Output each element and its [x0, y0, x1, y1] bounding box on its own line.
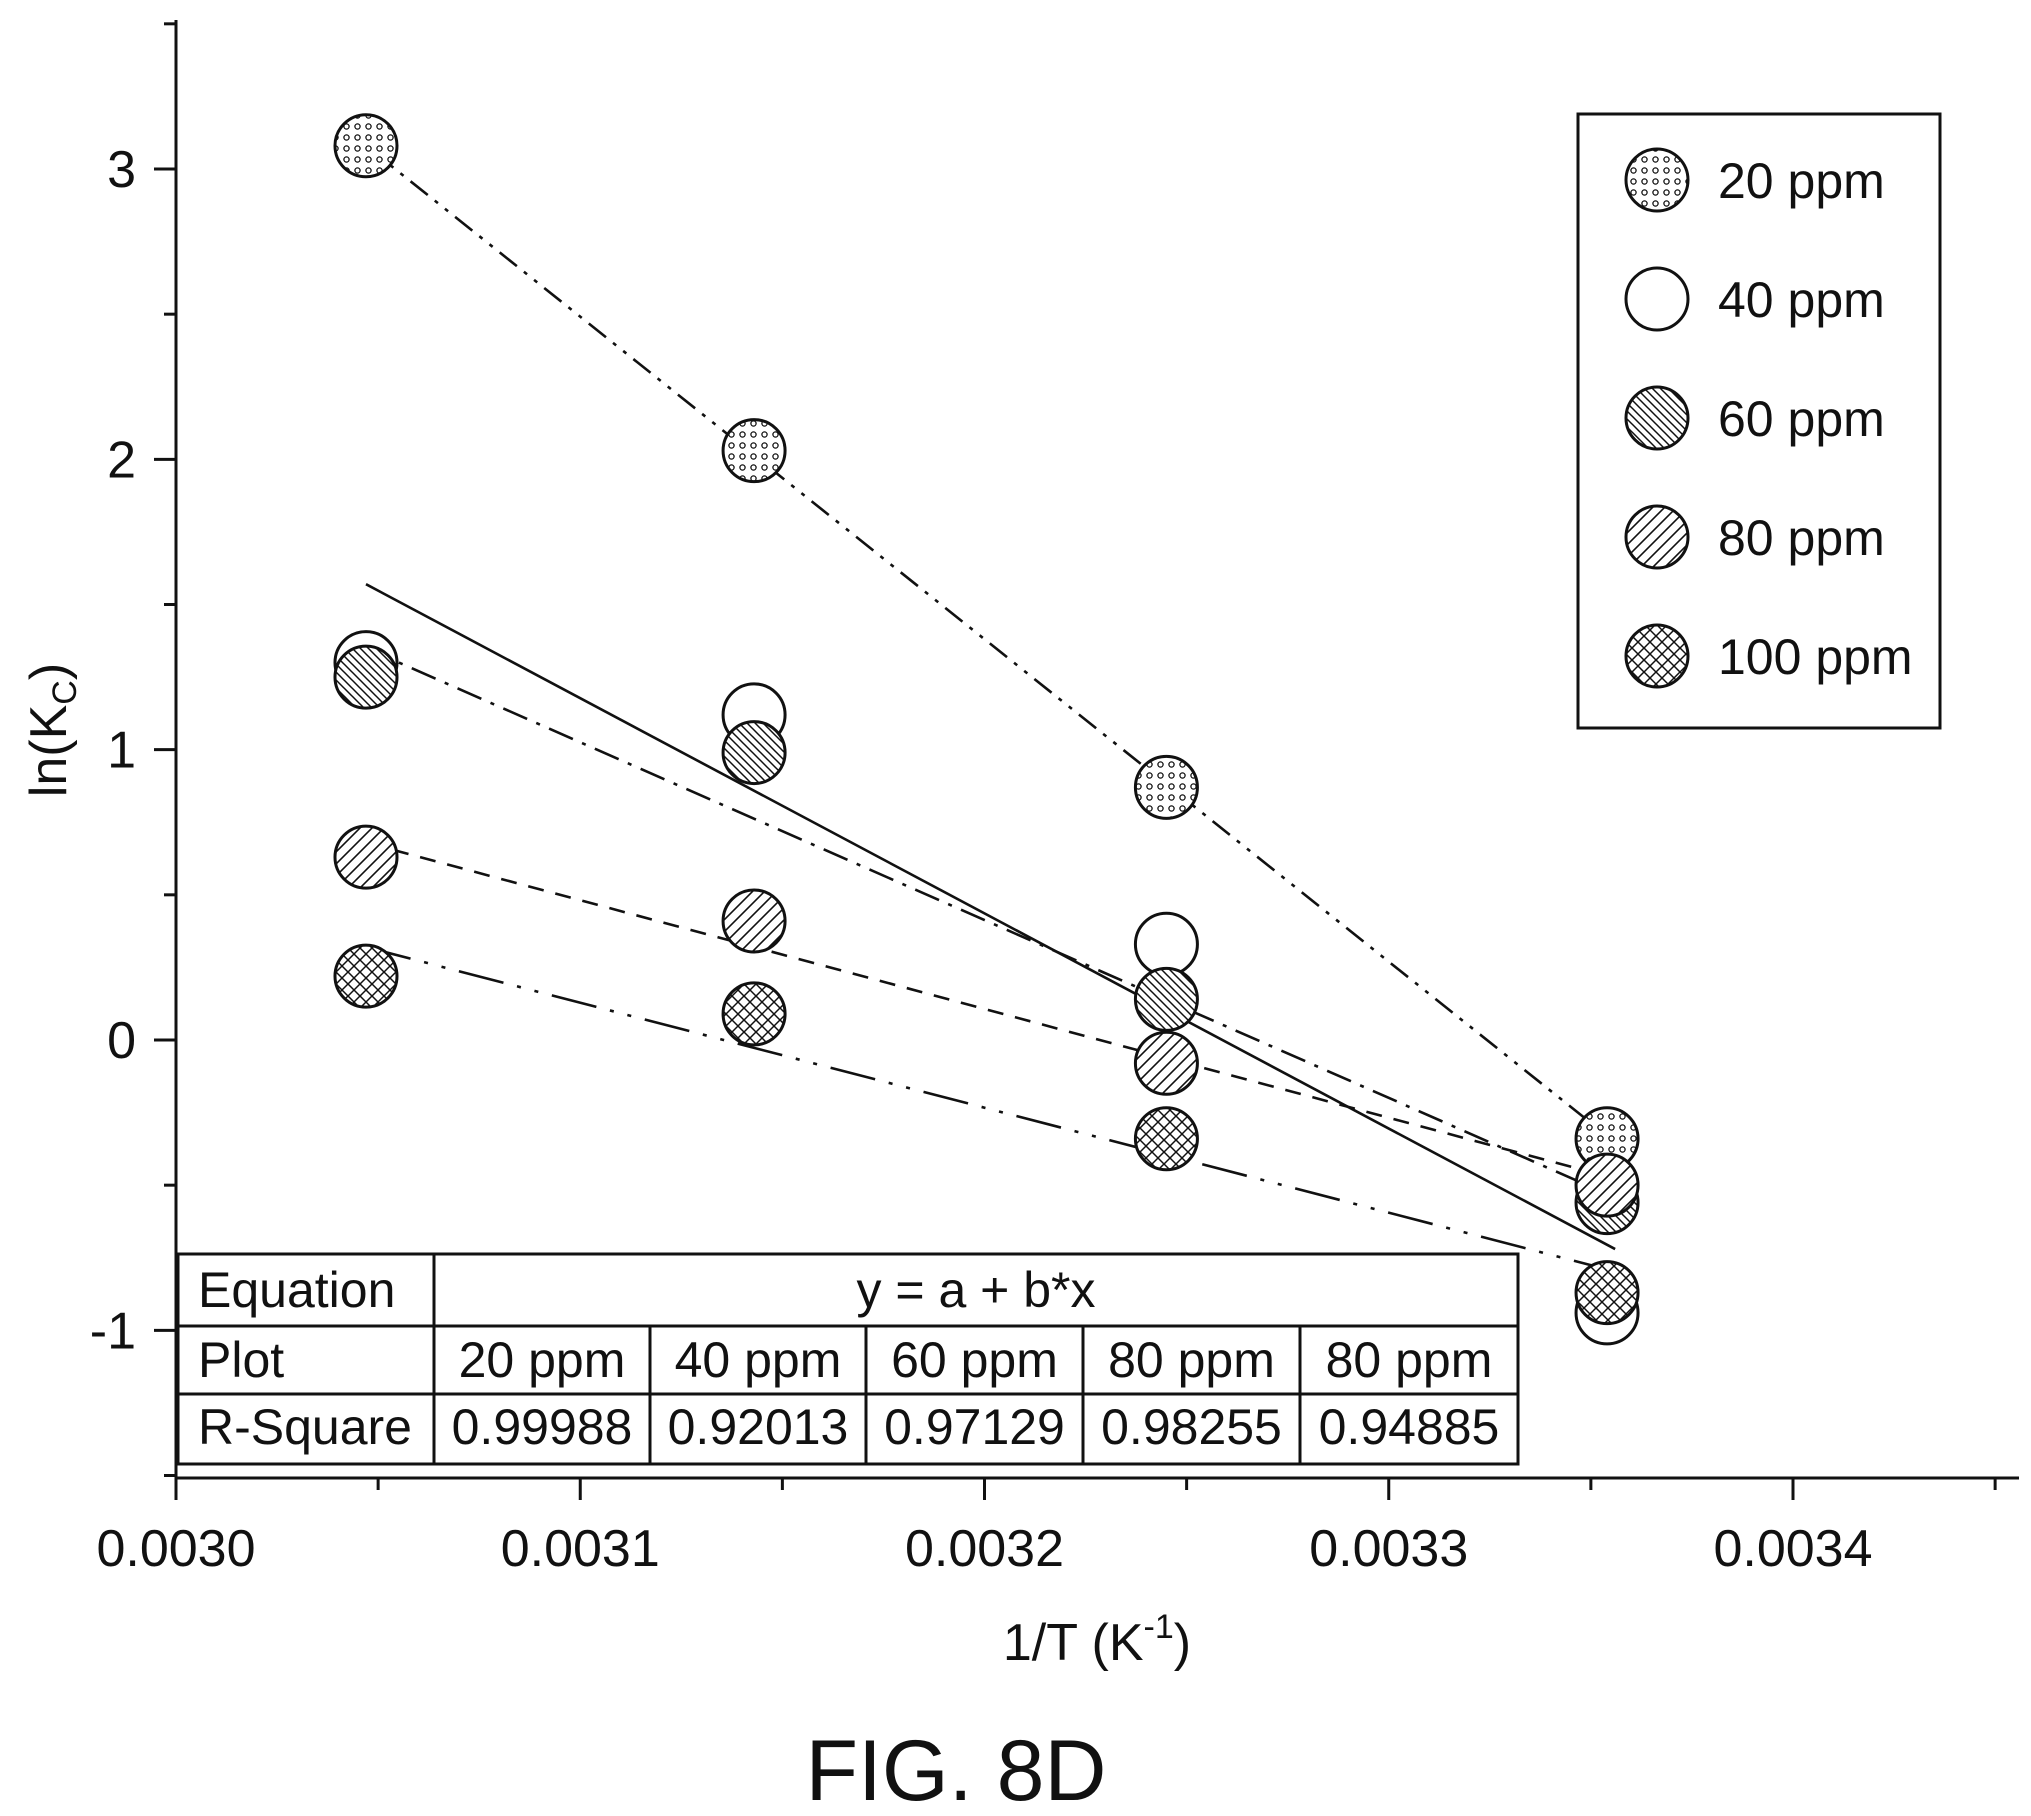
point-series-3	[1133, 1030, 1199, 1096]
legend-marker	[1624, 266, 1690, 332]
x-tick-label: 0.0034	[1713, 1520, 1872, 1578]
point-series-3	[1574, 1152, 1640, 1218]
table-row-label: Equation	[198, 1262, 395, 1318]
table-r-square-cell: 0.94885	[1319, 1399, 1500, 1455]
point-series-2	[333, 644, 399, 710]
point-series-3	[333, 824, 399, 890]
fit-table: Equation y = a + b*x Plot R-Square 20 ppm 40 …	[176, 1252, 1520, 1466]
table-plot-cell: 40 ppm	[675, 1332, 842, 1388]
table-r-square-cell: 0.99988	[452, 1399, 633, 1455]
legend-marker	[1624, 504, 1690, 570]
legend-marker	[1624, 147, 1690, 213]
legend: 20 ppm 40 ppm 60 ppm 80 ppm 100 ppm	[1576, 112, 1942, 730]
y-axis-label: ln(KC)	[20, 663, 84, 797]
legend-label: 100 ppm	[1718, 629, 1913, 685]
point-series-4	[1133, 1106, 1199, 1172]
x-tick-label: 0.0033	[1309, 1520, 1468, 1578]
x-tick-label: 0.0032	[905, 1520, 1064, 1578]
table-row-label: Plot	[198, 1332, 284, 1388]
table-r-square-cell: 0.92013	[668, 1399, 849, 1455]
fit-line-series-2	[365, 646, 1608, 1196]
x-axis-label: 1/T (K-1)	[1003, 1608, 1191, 1672]
y-tick-label: 3	[107, 141, 136, 199]
point-series-2	[1133, 966, 1199, 1032]
x-tick-label: 0.0030	[96, 1520, 255, 1578]
legend-label: 60 ppm	[1718, 391, 1885, 447]
y-tick-label: 1	[107, 722, 136, 780]
x-tick-label: 0.0031	[501, 1520, 660, 1578]
point-series-4	[333, 943, 399, 1009]
table-plot-cell: 60 ppm	[891, 1332, 1058, 1388]
legend-marker	[1624, 623, 1690, 689]
y-tick-label: 2	[107, 431, 136, 489]
point-series-0	[721, 418, 787, 484]
table-border	[176, 1252, 1520, 1466]
point-series-4	[721, 981, 787, 1047]
table-row-label: R-Square	[198, 1399, 412, 1455]
table-plot-cell: 80 ppm	[1108, 1332, 1275, 1388]
fit-line-series-4	[365, 945, 1608, 1271]
legend-label: 80 ppm	[1718, 510, 1885, 566]
y-tick-label: -1	[90, 1302, 136, 1360]
legend-label: 40 ppm	[1718, 272, 1885, 328]
axis-ticks: 0.0030 0.0031 0.0032 0.0033 0.0034 -1 0 1 2 3	[90, 22, 1997, 1578]
table-r-square-cell: 0.97129	[884, 1399, 1065, 1455]
point-series-3	[721, 888, 787, 954]
legend-label: 20 ppm	[1718, 153, 1885, 209]
fit-line-series-3	[365, 841, 1608, 1178]
point-series-2	[721, 720, 787, 786]
fit-line-series-0	[365, 144, 1608, 1137]
y-tick-label: 0	[107, 1012, 136, 1070]
table-plot-cell: 20 ppm	[459, 1332, 626, 1388]
table-r-square-cell: 0.98255	[1101, 1399, 1282, 1455]
point-series-1	[1133, 911, 1199, 977]
figure-caption: FIG. 8D	[805, 1723, 1106, 1816]
legend-marker	[1624, 385, 1690, 451]
fit-line-series-1	[365, 583, 1616, 1251]
table-plot-cell: 80 ppm	[1326, 1332, 1493, 1388]
point-series-0	[1133, 754, 1199, 820]
point-series-0	[333, 113, 399, 179]
fit-lines	[365, 144, 1616, 1271]
point-series-4	[1574, 1260, 1640, 1326]
data-points	[333, 113, 1640, 1346]
table-equation: y = a + b*x	[856, 1262, 1095, 1318]
